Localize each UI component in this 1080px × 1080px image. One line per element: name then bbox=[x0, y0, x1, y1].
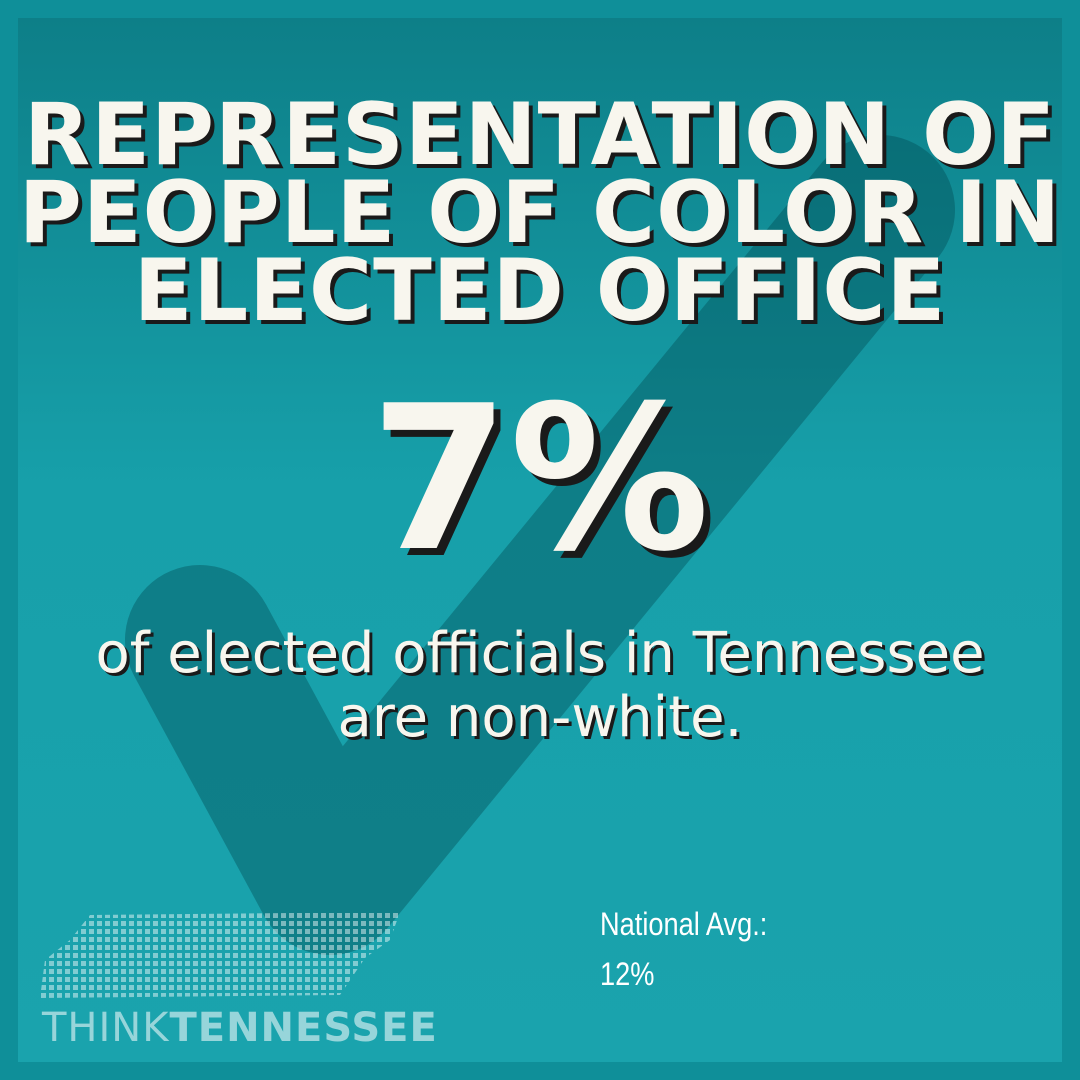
stat-value: 7% bbox=[370, 363, 710, 596]
title-line: ELECTED OFFICE bbox=[133, 241, 947, 341]
national-label: National Avg.: bbox=[600, 906, 768, 942]
description-line: of elected officials in Tennessee bbox=[95, 621, 985, 686]
title-line: PEOPLE OF COLOR IN bbox=[18, 163, 1062, 263]
logo-text: THINKTENNESSEE bbox=[42, 1008, 438, 1048]
national-value: 12% bbox=[600, 956, 655, 992]
title-line: REPRESENTATION OF bbox=[23, 85, 1057, 185]
logo-map bbox=[40, 912, 400, 998]
checkmark bbox=[125, 135, 955, 955]
logo-think: THINK bbox=[42, 1005, 170, 1051]
logo-tennessee: TENNESSEE bbox=[169, 1005, 438, 1051]
background-panel bbox=[18, 18, 1062, 1062]
description-line: are non-white. bbox=[337, 685, 743, 750]
